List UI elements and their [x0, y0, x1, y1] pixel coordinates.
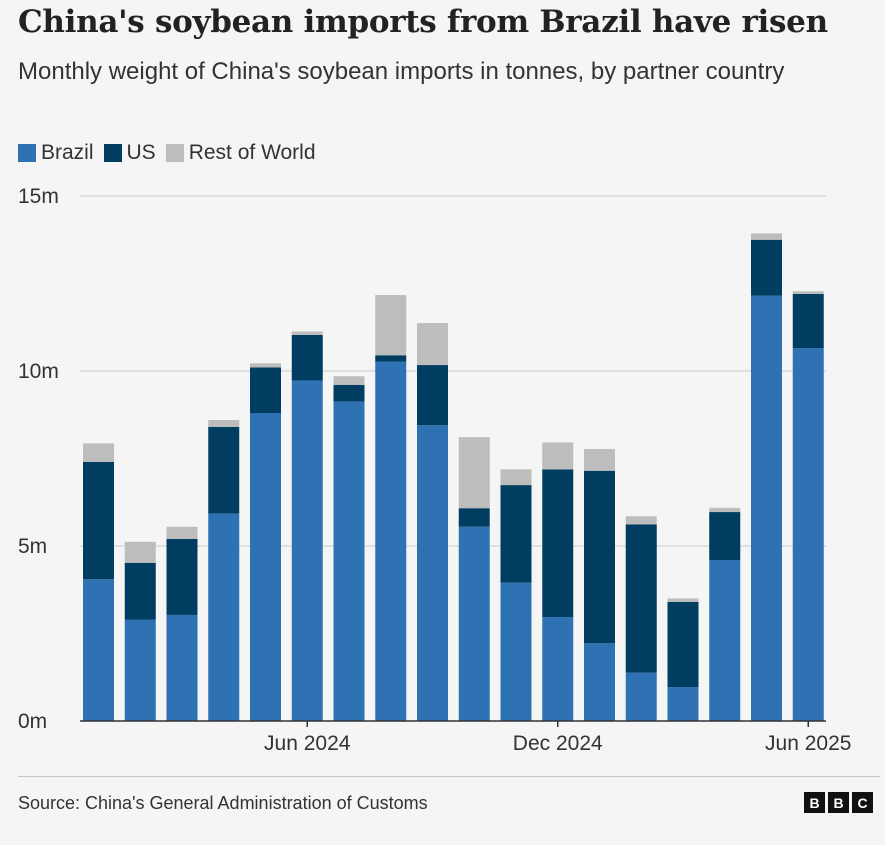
bar-segment-brazil	[751, 295, 782, 721]
bar-segment-rest-of-world	[333, 376, 365, 385]
bar-segment-rest-of-world	[458, 437, 490, 509]
x-tick-label: Jun 2024	[264, 732, 351, 755]
bar-segment-rest-of-world	[291, 331, 323, 335]
bar-segment-rest-of-world	[542, 442, 574, 470]
bar-segment-brazil	[625, 672, 657, 721]
legend: Brazil US Rest of World	[18, 140, 326, 166]
bar-segment-rest-of-world	[709, 507, 741, 513]
bar-segment-brazil	[458, 526, 490, 721]
bar-segment-brazil	[291, 380, 323, 721]
bar-segment-rest-of-world	[500, 469, 532, 486]
bar-segment-us	[375, 355, 407, 362]
bar-segment-brazil	[208, 513, 240, 721]
bar-segment-brazil	[667, 687, 699, 721]
y-tick-label: 15m	[18, 185, 59, 208]
chart-subtitle: Monthly weight of China's soybean import…	[18, 58, 785, 85]
bar-segment-us	[792, 294, 824, 349]
bar-segment-rest-of-world	[208, 420, 240, 427]
source-note: Source: China's General Administration o…	[18, 793, 428, 813]
y-tick-label: 5m	[18, 535, 47, 558]
legend-label-us: US	[126, 141, 156, 164]
bar-segment-us	[500, 485, 532, 583]
y-tick-label: 10m	[18, 360, 59, 383]
bar-segment-brazil	[250, 413, 281, 721]
bar-segment-us	[625, 524, 657, 673]
legend-swatch-brazil	[18, 144, 36, 162]
legend-label-rest-of-world: Rest of World	[188, 141, 316, 164]
bar-segment-brazil	[124, 619, 156, 721]
legend-label-brazil: Brazil	[41, 141, 94, 164]
bar-segment-us	[124, 562, 156, 620]
legend-item-us: US	[103, 141, 156, 165]
bar-segment-us	[83, 462, 114, 580]
bar-segment-brazil	[333, 401, 365, 721]
stacked-bar-chart: 0m 5m 10m 15m Jun 2024 Dec 2024 Jun 2025	[18, 185, 851, 755]
bar-segment-brazil	[542, 617, 574, 721]
bar-segment-brazil	[792, 348, 824, 721]
bar-segment-us	[584, 470, 615, 644]
bar-segment-rest-of-world	[375, 295, 407, 356]
bar-segment-us	[208, 427, 240, 514]
x-tick-label: Jun 2025	[765, 732, 851, 755]
bar-segment-brazil	[83, 579, 114, 721]
legend-swatch-us	[103, 144, 122, 162]
bar-segment-brazil	[500, 582, 532, 721]
legend-item-rest-of-world: Rest of World	[165, 141, 316, 165]
bbc-logo-letter: C	[852, 792, 873, 813]
bar-segment-us	[458, 508, 490, 527]
bbc-logo-letter: B	[828, 792, 849, 813]
bar-segment-rest-of-world	[792, 291, 824, 294]
bar-segment-brazil	[375, 361, 407, 721]
bar-segment-brazil	[584, 643, 615, 721]
bar-segment-rest-of-world	[166, 526, 198, 539]
footer-divider	[18, 776, 880, 777]
bar-segment-us	[333, 385, 365, 402]
bar-segment-rest-of-world	[584, 449, 615, 471]
bar-segment-us	[542, 469, 574, 618]
x-tick-label: Dec 2024	[513, 732, 603, 755]
bar-segment-rest-of-world	[667, 598, 699, 602]
chart-title: China's soybean imports from Brazil have…	[18, 4, 828, 40]
bbc-logo: B B C	[804, 792, 873, 813]
bar-segment-us	[709, 512, 741, 560]
bar-segment-us	[417, 365, 448, 426]
bar-segment-us	[166, 539, 198, 615]
bar-segment-us	[291, 334, 323, 381]
bar-segment-rest-of-world	[417, 323, 448, 366]
bar-segment-rest-of-world	[751, 233, 782, 240]
bar-segment-us	[250, 367, 281, 413]
y-tick-label: 0m	[18, 710, 47, 733]
bar-segment-brazil	[709, 560, 741, 721]
bar-segment-brazil	[417, 425, 448, 721]
bar-segment-rest-of-world	[250, 363, 281, 368]
bar-segment-rest-of-world	[124, 541, 156, 563]
bar-segment-brazil	[166, 614, 198, 721]
legend-item-brazil: Brazil	[18, 141, 94, 165]
legend-swatch-rest-of-world	[165, 144, 184, 162]
bar-segment-us	[667, 602, 699, 688]
bar-segment-rest-of-world	[625, 516, 657, 525]
bar-segment-rest-of-world	[83, 443, 114, 462]
bar-segment-us	[751, 239, 782, 296]
bbc-logo-letter: B	[804, 792, 825, 813]
